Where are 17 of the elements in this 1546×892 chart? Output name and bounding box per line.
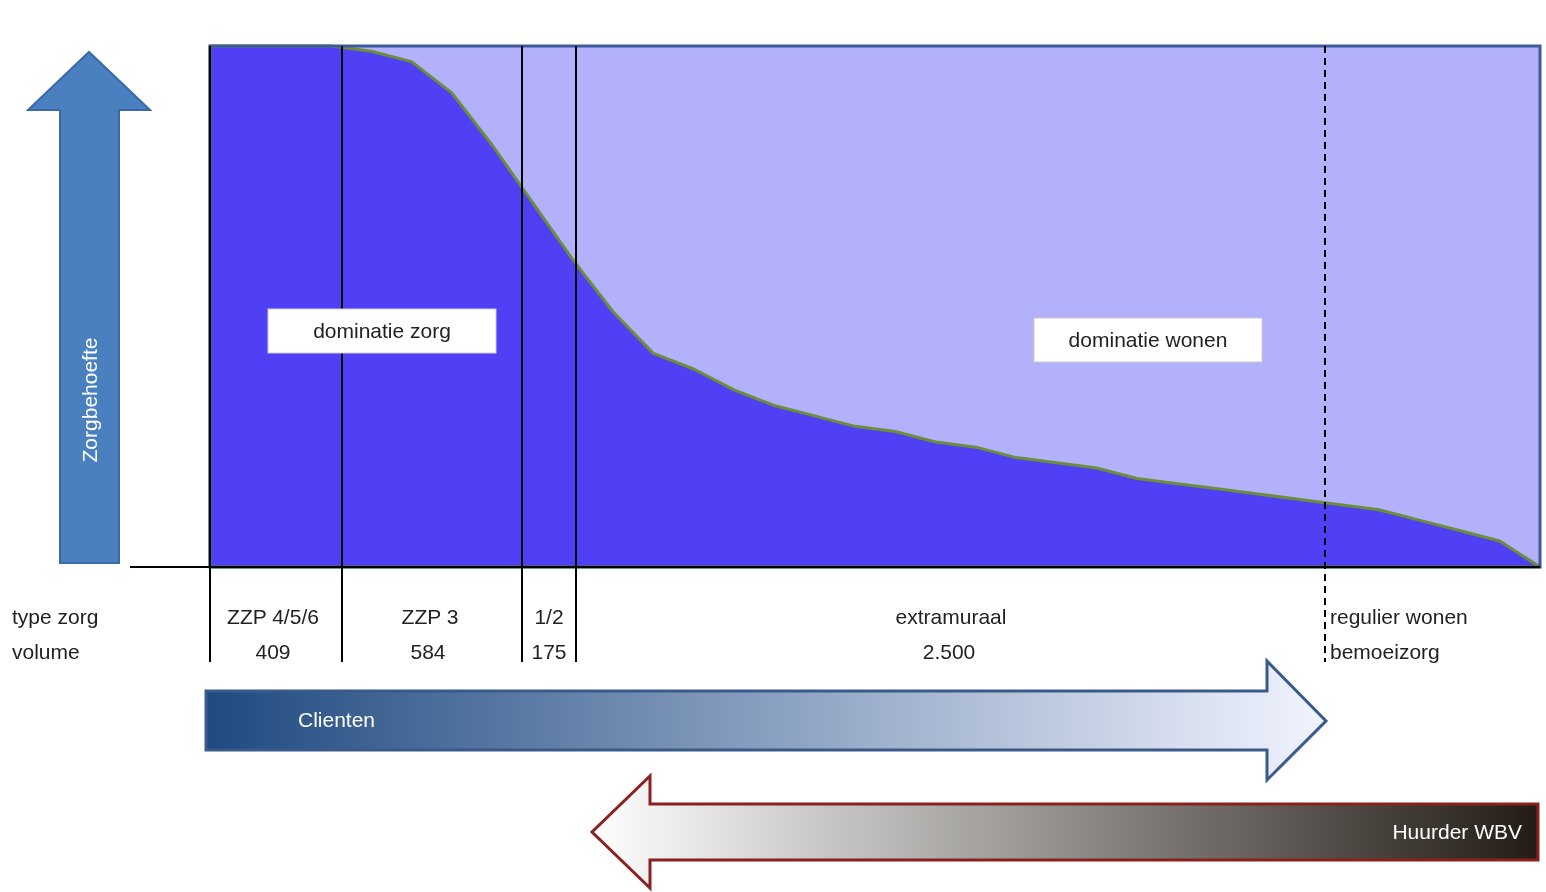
text: volume	[12, 640, 80, 663]
annotation: dominatie wonen	[1068, 328, 1228, 351]
text: extramuraal	[895, 605, 1007, 628]
text: ZZP 3	[401, 605, 459, 628]
text: bemoeizorg	[1330, 640, 1440, 663]
text: Clienten	[298, 708, 376, 731]
text: regulier wonen	[1330, 605, 1468, 628]
text: Zorgbehoefte	[78, 337, 101, 463]
text: 175	[531, 640, 567, 663]
text: type zorg	[12, 605, 99, 628]
text: 2.500	[922, 640, 976, 663]
text: 1/2	[534, 605, 564, 628]
text: 584	[410, 640, 446, 663]
text: 409	[255, 640, 291, 663]
text: ZZP 4/5/6	[227, 605, 319, 628]
text: Huurder WBV	[1392, 820, 1522, 843]
annotation: dominatie zorg	[313, 319, 451, 342]
